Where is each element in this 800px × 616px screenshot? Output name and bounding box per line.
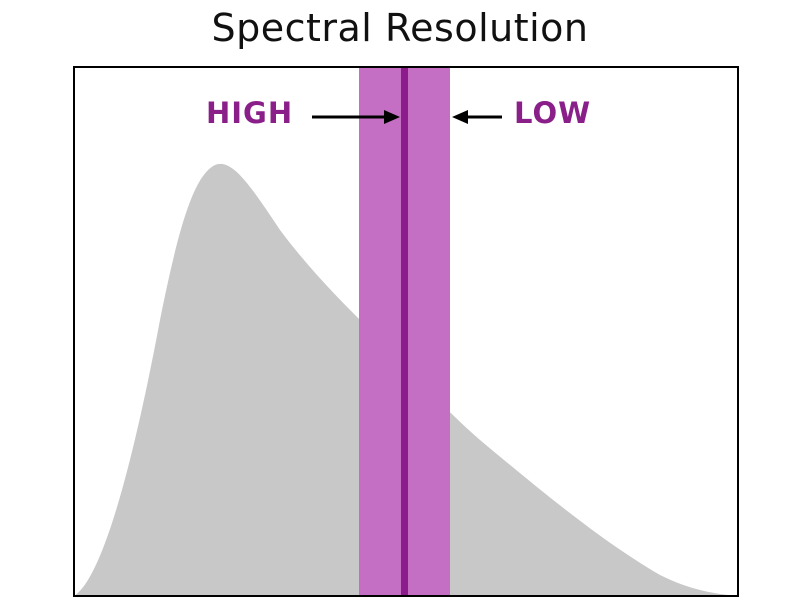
plot-frame [73,66,739,597]
high-label: HIGH [206,96,294,130]
low-label: LOW [514,96,592,130]
high-resolution-band [401,67,408,596]
high-arrow [312,110,400,124]
low-arrow [452,110,502,124]
diagram-title: Spectral Resolution [211,6,589,50]
